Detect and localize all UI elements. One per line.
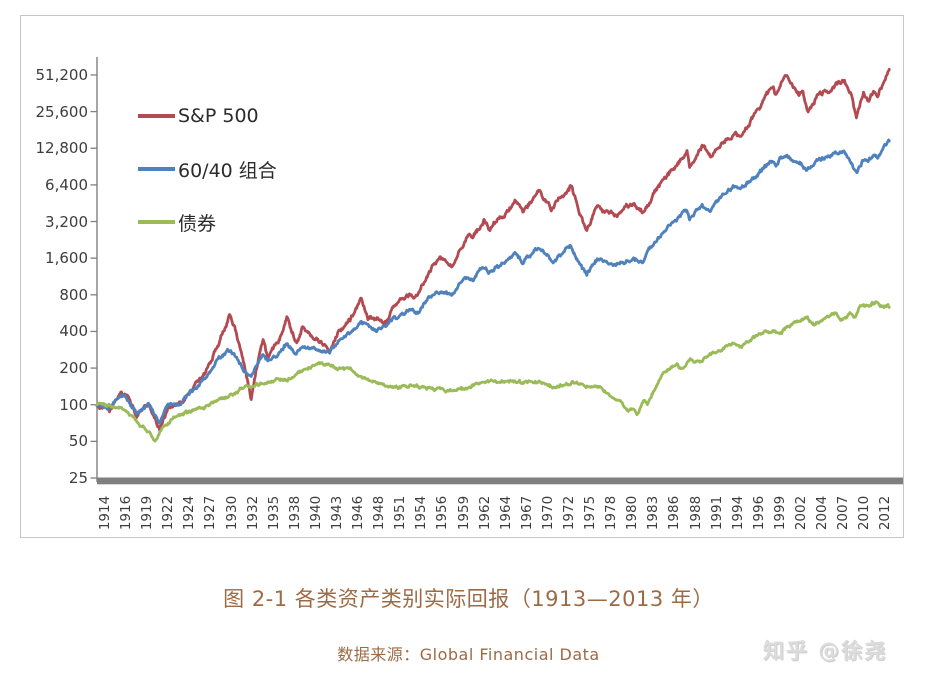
x-axis-label: 1916 — [118, 495, 134, 531]
x-axis-label: 1970 — [539, 495, 556, 531]
legend-label-6040: 60/40 组合 — [178, 159, 277, 182]
y-axis-label: 3,200 — [45, 212, 88, 231]
legend-label-sp500: S&P 500 — [178, 105, 259, 127]
legend-item-6040: 60/40 组合 — [138, 157, 277, 182]
x-axis-label: 2007 — [835, 495, 852, 531]
x-axis-label: 1922 — [160, 495, 177, 531]
6040-line-swatch — [138, 167, 175, 171]
x-axis-label: 1954 — [413, 495, 430, 531]
y-axis-label: 6,400 — [45, 175, 88, 194]
x-axis-label: 1930 — [223, 495, 240, 531]
bonds-line-swatch — [138, 220, 175, 224]
y-axis-label: 400 — [59, 322, 88, 341]
y-axis-label: 25 — [68, 469, 88, 487]
series-line-2 — [95, 300, 891, 443]
x-axis-label: 1943 — [328, 495, 345, 531]
x-axis-label: 1927 — [202, 495, 219, 531]
x-axis-label: 1983 — [645, 495, 662, 531]
x-axis-bar — [97, 477, 903, 485]
y-axis-label: 800 — [59, 285, 88, 304]
x-axis-label: 2002 — [793, 495, 809, 531]
x-axis-label: 1994 — [729, 495, 746, 531]
data-source-label: 数据来源：Global Financial Data — [337, 645, 600, 664]
legend-item-sp500: S&P 500 — [138, 104, 259, 128]
series-line-1 — [95, 138, 891, 425]
legend-item-bonds: 债券 — [138, 210, 217, 235]
x-axis-label: 1967 — [518, 495, 535, 531]
y-axis-label: 50 — [68, 432, 88, 451]
x-axis-label: 1972 — [561, 495, 577, 531]
x-axis-label: 1935 — [265, 495, 282, 531]
x-axis-label: 1980 — [624, 495, 641, 531]
x-axis-label: 1986 — [666, 495, 683, 531]
x-axis-label: 1948 — [371, 495, 388, 531]
chart-frame — [20, 15, 904, 538]
x-axis-label: 1988 — [687, 495, 704, 531]
x-axis-label: 2004 — [814, 495, 831, 531]
x-axis-label: 1932 — [244, 495, 261, 531]
legend-label-bonds: 债券 — [178, 212, 217, 235]
x-axis-label: 2010 — [856, 495, 873, 531]
x-axis-label: 1946 — [350, 495, 366, 531]
x-axis-label: 1991 — [708, 495, 725, 531]
x-axis-label: 1964 — [497, 495, 514, 531]
y-axis-label: 51,200 — [35, 65, 89, 84]
x-axis-label: 1959 — [455, 495, 472, 531]
x-axis-label: 1962 — [476, 495, 493, 531]
series-line-0 — [95, 67, 891, 432]
y-axis-label: 12,800 — [35, 139, 89, 158]
x-axis-label: 1975 — [582, 495, 599, 531]
x-axis-label: 1924 — [181, 495, 198, 531]
x-axis-label: 1951 — [392, 495, 409, 531]
x-axis-label: 1940 — [307, 495, 324, 531]
y-axis-label: 200 — [59, 359, 88, 378]
x-axis-label: 2012 — [877, 495, 894, 531]
y-axis-label: 1,600 — [45, 249, 88, 268]
x-axis-label: 1978 — [603, 495, 620, 531]
x-axis-label: 1956 — [434, 495, 451, 531]
chart-title: 图 2-1 各类资产类别实际回报（1913—2013 年） — [223, 587, 714, 611]
y-axis-label: 100 — [59, 395, 88, 414]
x-axis-label: 1914 — [96, 495, 113, 531]
sp500-line-swatch — [138, 114, 175, 118]
y-axis-label: 25,600 — [35, 102, 89, 121]
watermark: 知乎 @徐尧 — [763, 639, 888, 663]
x-axis-label: 1919 — [139, 495, 156, 531]
x-axis-label: 1938 — [286, 495, 303, 531]
x-axis-label: 1999 — [771, 495, 788, 531]
x-axis-label: 1996 — [750, 495, 767, 531]
